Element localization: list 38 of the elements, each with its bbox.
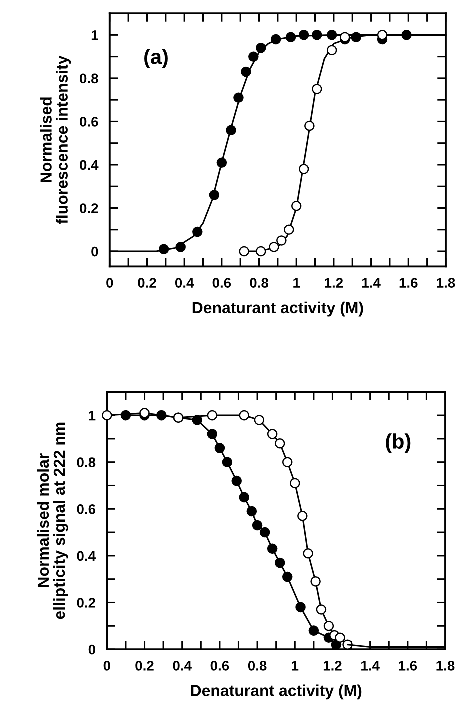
x-tick-label: 0.2 (138, 278, 156, 288)
x-tick-label: 0.6 (210, 661, 230, 671)
y-tick-label: 0.6 (77, 504, 96, 514)
x-tick-label: 1.4 (362, 661, 380, 671)
x-tick-label: 1 (294, 278, 300, 288)
x-tick-label: 0.6 (212, 278, 232, 288)
x-tick-label: 1.8 (437, 278, 456, 288)
x-tick-label: 0 (106, 278, 114, 288)
x-tick-label: 0.8 (248, 661, 267, 671)
y-tick-label: 0 (88, 644, 96, 655)
annotation: (a) (144, 49, 168, 68)
y-tick-label: 0.8 (77, 458, 96, 468)
x-tick-label: 1.6 (399, 661, 418, 671)
y-tick-label: 0.2 (80, 204, 98, 214)
x-tick-label: 0.8 (250, 278, 268, 288)
x-tick-label: 1.2 (324, 661, 342, 671)
y-tick-label: 0 (92, 246, 98, 257)
y-axis-title: Normalised fluorescence intensity (40, 56, 72, 224)
y-tick-label: 0.4 (77, 551, 96, 562)
y-axis-title: Normalised molar ellipticity signal at 222 nm (37, 422, 68, 620)
y-tick-label: 0.4 (80, 160, 99, 170)
y-tick-label: 0.6 (80, 117, 98, 127)
x-tick-label: 0.4 (173, 661, 192, 671)
x-axis-title: Denaturant activity (M) (191, 684, 362, 700)
y-tick-label: 0.8 (80, 74, 98, 84)
x-axis-title: Denaturant activity (M) (192, 302, 364, 317)
x-tick-label: 1.2 (325, 278, 344, 288)
y-tick-label: 1 (92, 30, 98, 40)
x-tick-label: 1.4 (362, 278, 381, 288)
y-tick-label: 0.2 (77, 598, 96, 608)
x-tick-label: 0.2 (136, 661, 154, 671)
x-tick-label: 1.6 (400, 278, 418, 288)
annotation: (b) (386, 434, 411, 454)
x-tick-label: 1.8 (436, 661, 455, 671)
x-tick-label: 0 (104, 661, 110, 671)
x-tick-label: 1 (292, 661, 299, 671)
y-tick-label: 1 (89, 411, 96, 421)
x-tick-label: 0.4 (175, 278, 194, 288)
